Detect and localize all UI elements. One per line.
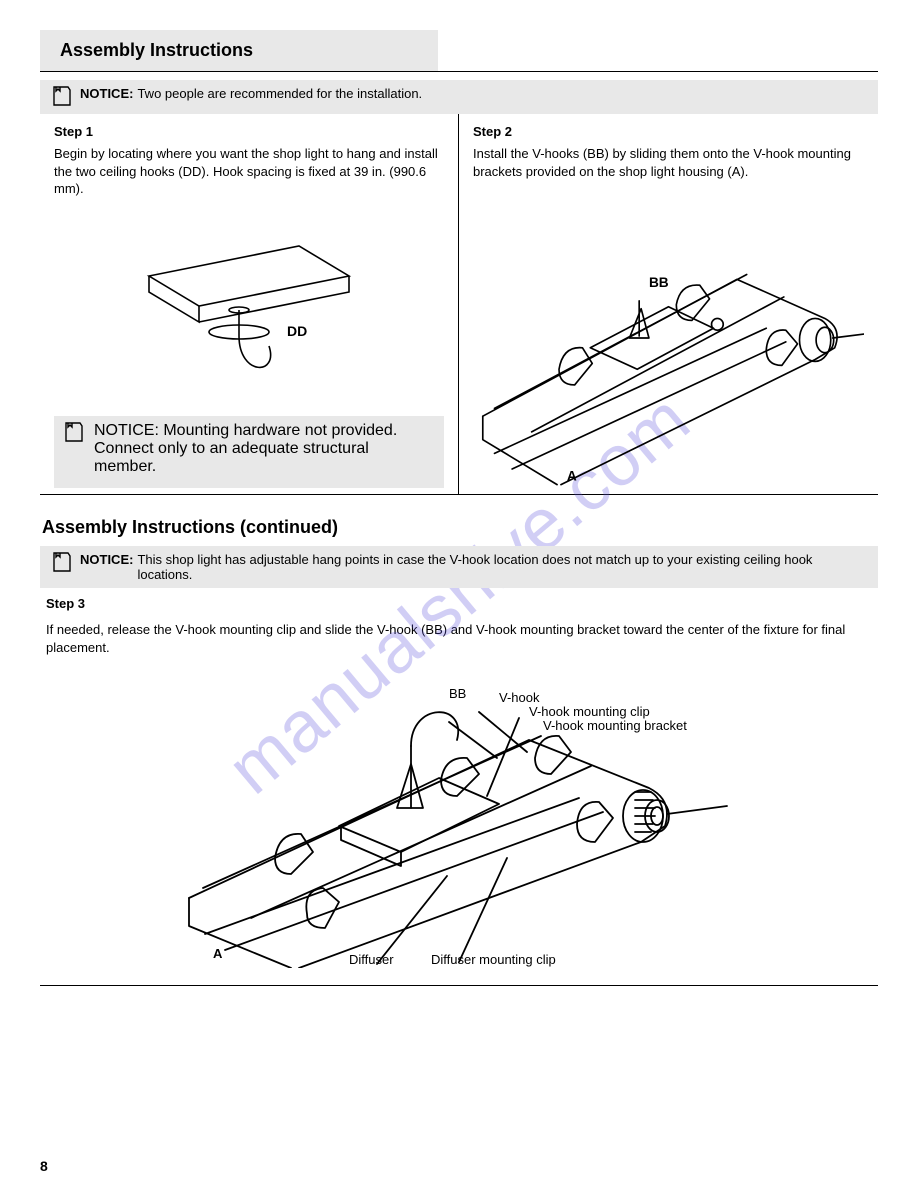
notice-top: NOTICE: Two people are recommended for t… (40, 80, 878, 114)
callout-diffuser-clip: Diffuser mounting clip (431, 952, 556, 967)
step3-figure: BB V-hook V-hook mounting clip V-hook mo… (179, 668, 739, 973)
note-icon (50, 550, 74, 574)
step1-col: Step 1 Begin by locating where you want … (40, 114, 459, 494)
step3-body: If needed, release the V-hook mounting c… (40, 617, 878, 660)
step3-row: Step 3 If needed, release the V-hook mou… (40, 588, 878, 986)
step3-title: Step 3 (40, 588, 878, 611)
callout-part-a: A (213, 946, 222, 961)
step1-figure: DD (54, 206, 444, 406)
step2-title: Step 2 (473, 124, 864, 139)
notice-step3: NOTICE: This shop light has adjustable h… (40, 546, 878, 588)
step2-col: Step 2 Install the V-hooks (BB) by slidi… (459, 114, 878, 494)
note-icon (62, 420, 86, 449)
notice-label: NOTICE: (94, 422, 159, 439)
page-number: 8 (40, 1158, 48, 1174)
callout-vhook-clip: V-hook mounting clip (529, 704, 650, 719)
step1-inner-notice: NOTICE: Mounting hardware not provided. … (54, 416, 444, 488)
notice-text: This shop light has adjustable hang poin… (137, 552, 866, 582)
note-icon (50, 84, 74, 108)
step2-figure: BB A (473, 188, 864, 488)
notice-label: NOTICE: (80, 552, 133, 567)
step1-body: Begin by locating where you want the sho… (54, 145, 444, 198)
svg-text:BB: BB (649, 275, 669, 290)
steps-row: Step 1 Begin by locating where you want … (40, 114, 878, 495)
section-title-continued: Assembly Instructions (continued) (42, 517, 878, 538)
step2-body: Install the V-hooks (BB) by sliding them… (473, 145, 864, 180)
callout-vhook: V-hook (499, 690, 539, 705)
callout-vhook-bracket: V-hook mounting bracket (543, 718, 687, 733)
callout-diffuser: Diffuser (349, 952, 394, 967)
header-tab: Assembly Instructions (40, 30, 438, 71)
notice-label: NOTICE: (80, 86, 133, 101)
svg-text:A: A (567, 469, 577, 484)
page-header: Assembly Instructions (40, 30, 878, 72)
step1-title: Step 1 (54, 124, 444, 139)
notice-text: Two people are recommended for the insta… (137, 86, 422, 101)
svg-text:DD: DD (287, 323, 307, 339)
callout-vhook-part: BB (449, 686, 466, 701)
